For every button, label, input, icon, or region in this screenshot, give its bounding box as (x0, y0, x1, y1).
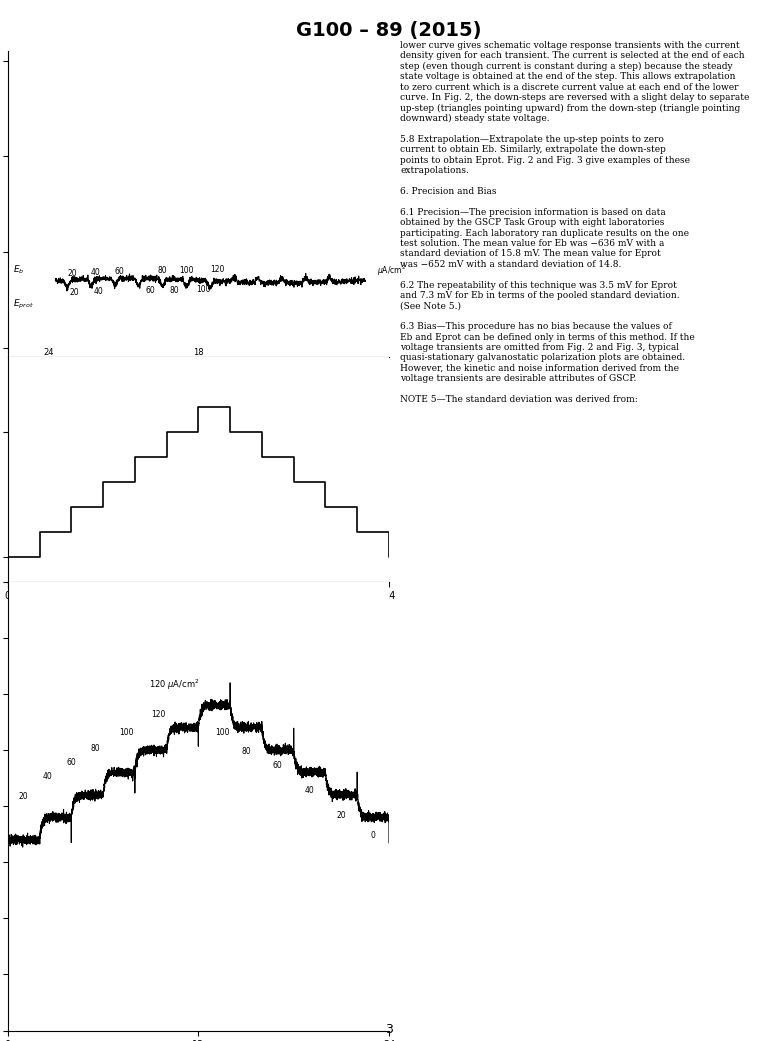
Text: 80: 80 (90, 744, 100, 754)
Text: G100 – 89 (2015): G100 – 89 (2015) (296, 21, 482, 41)
Text: 20: 20 (337, 811, 346, 819)
Text: 18: 18 (193, 348, 204, 357)
Text: 120: 120 (210, 265, 225, 274)
Text: 20: 20 (19, 791, 29, 801)
Text: 24: 24 (43, 348, 54, 357)
Text: 60: 60 (66, 758, 76, 767)
Text: 80: 80 (241, 746, 251, 756)
Text: 60: 60 (115, 266, 124, 276)
Text: 40: 40 (93, 287, 103, 296)
Text: 40: 40 (91, 268, 101, 277)
Text: $\mu$A/cm$^2$: $\mu$A/cm$^2$ (377, 264, 406, 278)
Text: 60: 60 (273, 761, 282, 770)
Text: 100: 100 (215, 728, 230, 737)
Text: 60: 60 (145, 285, 156, 295)
Text: 40: 40 (305, 786, 314, 795)
Text: 120 $\mu$A/cm$^2$: 120 $\mu$A/cm$^2$ (149, 678, 200, 692)
Text: 100: 100 (196, 285, 210, 295)
Text: 100: 100 (120, 728, 134, 737)
Text: 120: 120 (152, 710, 166, 718)
X-axis label: TIME, m: TIME, m (173, 607, 223, 617)
Text: 80: 80 (170, 286, 180, 296)
Text: 0: 0 (370, 831, 376, 840)
Text: 40: 40 (43, 772, 52, 782)
Text: 20: 20 (68, 269, 77, 278)
Text: 3: 3 (385, 1023, 393, 1036)
Text: lower curve gives schematic voltage response transients with the current
density: lower curve gives schematic voltage resp… (401, 41, 750, 414)
Text: $E_{prot}$: $E_{prot}$ (12, 298, 33, 311)
Text: 20: 20 (70, 288, 79, 297)
Text: 100: 100 (179, 265, 194, 275)
X-axis label: TIME, m: TIME, m (173, 382, 223, 392)
Text: 80: 80 (158, 266, 167, 275)
Text: $E_b$: $E_b$ (12, 264, 24, 277)
